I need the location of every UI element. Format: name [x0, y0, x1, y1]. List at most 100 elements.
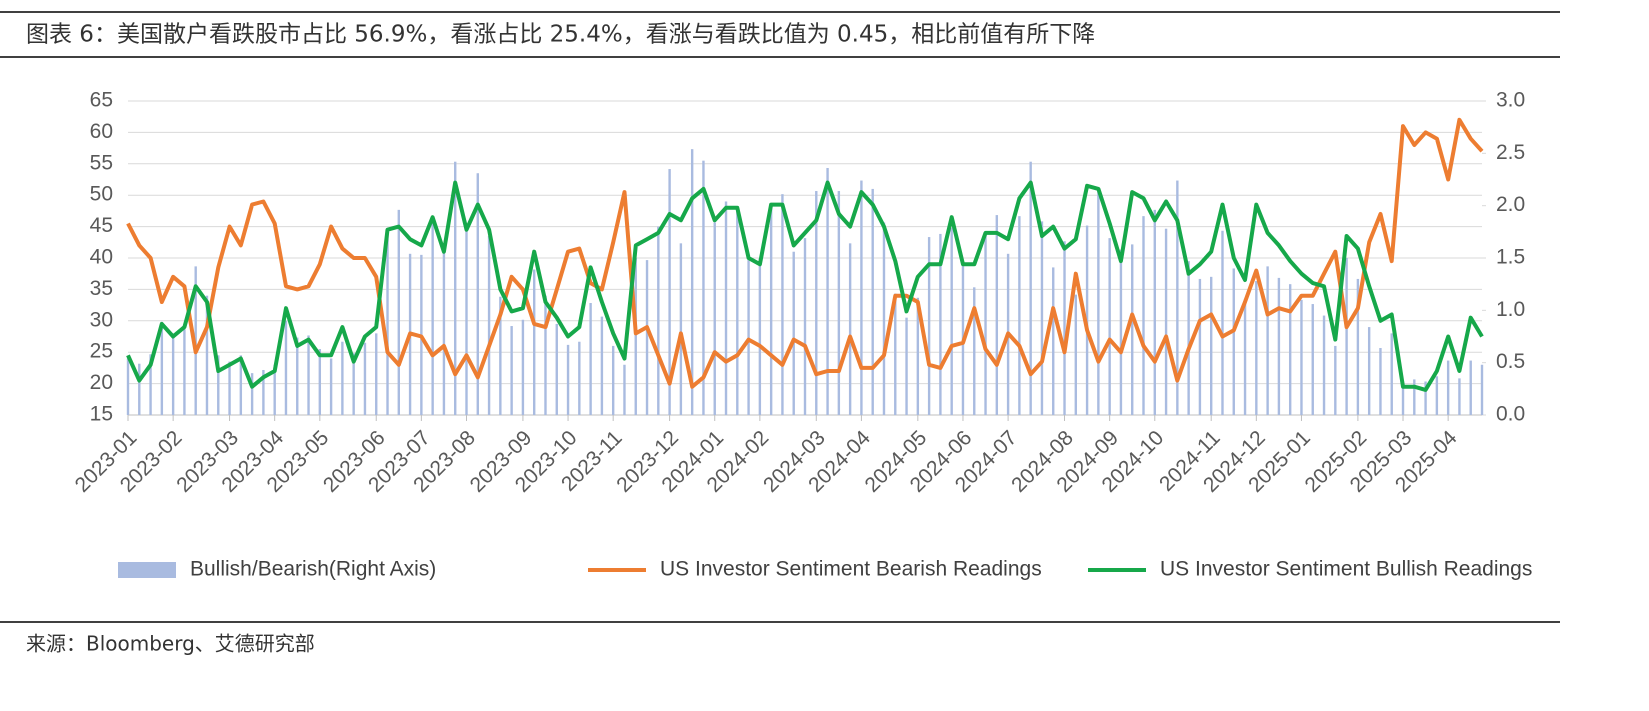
bar	[860, 180, 863, 415]
bar	[149, 354, 152, 415]
bar	[713, 222, 716, 415]
bar	[1029, 161, 1032, 415]
bar	[815, 191, 818, 415]
bar	[826, 167, 829, 415]
bar	[273, 364, 276, 415]
bar	[995, 215, 999, 415]
bar	[1176, 180, 1179, 415]
line-series	[126, 117, 1484, 389]
bar	[1063, 241, 1066, 415]
bar	[228, 361, 231, 415]
y-tick-label: 35	[90, 277, 113, 300]
bar	[1153, 209, 1156, 415]
bar	[1232, 268, 1235, 415]
bar	[329, 358, 333, 415]
bar	[363, 342, 367, 415]
bar	[341, 341, 344, 415]
bar	[138, 363, 141, 415]
bar	[690, 149, 694, 415]
bar	[1345, 258, 1348, 415]
line-series	[126, 180, 1484, 392]
bar	[217, 355, 220, 415]
bar	[837, 191, 841, 415]
bar	[1187, 261, 1190, 415]
bar	[623, 364, 626, 415]
bar	[578, 341, 581, 415]
bar	[1277, 277, 1281, 415]
bar	[160, 321, 164, 415]
bar	[1052, 267, 1055, 415]
y-tick-label: 65	[90, 89, 113, 112]
y2-tick-label: 3.0	[1496, 89, 1525, 112]
bar	[1097, 187, 1100, 415]
bar	[1390, 333, 1393, 415]
bar	[679, 243, 683, 415]
y-tick-label: 30	[90, 308, 113, 331]
y2-tick-label: 0.5	[1496, 350, 1525, 373]
bar	[431, 216, 434, 415]
bar	[950, 227, 953, 415]
bar	[1255, 281, 1258, 415]
bar	[499, 296, 502, 415]
bar	[702, 160, 705, 415]
bar	[386, 228, 389, 415]
bar	[205, 295, 209, 415]
bar	[375, 333, 378, 415]
bar	[1356, 278, 1360, 415]
bar	[126, 358, 130, 415]
bar	[1040, 221, 1044, 415]
bar	[296, 337, 299, 415]
y-tick-label: 60	[90, 120, 113, 143]
bar	[1469, 360, 1472, 415]
bar	[1379, 348, 1382, 415]
y-tick-label: 15	[90, 403, 113, 426]
bar	[1480, 364, 1484, 415]
bar	[318, 349, 322, 415]
bar	[747, 260, 750, 415]
bar	[848, 243, 852, 415]
bar	[171, 337, 175, 415]
bar	[781, 194, 784, 415]
y2-tick-label: 0.0	[1496, 403, 1525, 426]
legend-label: US Investor Sentiment Bullish Readings	[1160, 558, 1532, 581]
bar	[544, 295, 547, 415]
bar	[657, 226, 660, 415]
bar	[1164, 228, 1168, 415]
bar	[566, 344, 570, 415]
bar	[758, 258, 762, 415]
bar	[611, 345, 615, 415]
bar	[916, 297, 920, 415]
bar	[1413, 379, 1416, 415]
bar	[1300, 299, 1303, 415]
bar	[1142, 216, 1145, 415]
bar	[352, 353, 355, 415]
y2-tick-label: 1.5	[1496, 246, 1525, 269]
bar	[769, 207, 773, 415]
bar	[510, 326, 513, 415]
y-tick-label: 50	[90, 183, 113, 206]
bar	[1243, 298, 1247, 415]
bar	[307, 335, 310, 415]
bar	[1322, 315, 1326, 415]
bar	[533, 269, 536, 415]
bar	[1334, 345, 1337, 415]
bar	[927, 237, 931, 415]
y2-tick-label: 2.0	[1496, 193, 1525, 216]
bar	[589, 303, 592, 415]
bar	[634, 258, 637, 415]
bar	[442, 249, 446, 415]
bar	[183, 329, 186, 415]
bar	[724, 201, 728, 415]
bar	[1367, 327, 1371, 415]
y2-tick-label: 2.5	[1496, 141, 1525, 164]
y-tick-label: 25	[90, 340, 113, 363]
source-note: 来源：Bloomberg、艾德研究部	[26, 632, 315, 656]
legend-label: US Investor Sentiment Bearish Readings	[660, 558, 1042, 581]
bar	[905, 317, 908, 415]
bar	[555, 323, 558, 415]
y2-tick-label: 1.0	[1496, 298, 1525, 321]
bar	[871, 188, 874, 415]
bar	[882, 222, 886, 415]
y-tick-label: 20	[90, 371, 113, 394]
